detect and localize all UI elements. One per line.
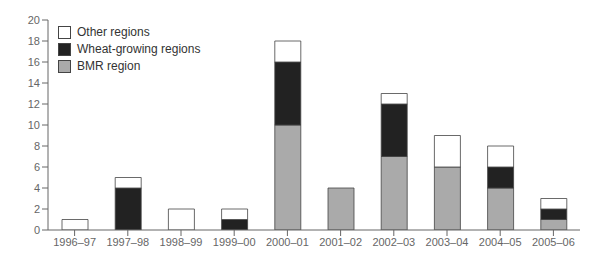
svg-text:8: 8 — [34, 140, 40, 152]
svg-text:1999–00: 1999–00 — [213, 236, 256, 248]
svg-text:12: 12 — [28, 98, 40, 110]
svg-text:0: 0 — [34, 224, 40, 236]
svg-text:18: 18 — [28, 35, 40, 47]
svg-text:14: 14 — [28, 77, 40, 89]
html-text:Wheat-growing regions: Wheat-growing regions — [77, 42, 201, 56]
svg-text:2005–06: 2005–06 — [532, 236, 575, 248]
svg-text:10: 10 — [28, 119, 40, 131]
svg-text:2001–02: 2001–02 — [319, 236, 362, 248]
html-text:Other regions: Other regions — [77, 25, 150, 39]
svg-text:6: 6 — [34, 161, 40, 173]
svg-text:4: 4 — [34, 182, 40, 194]
svg-text:2000–01: 2000–01 — [266, 236, 309, 248]
svg-text:2: 2 — [34, 203, 40, 215]
svg-text:1996–97: 1996–97 — [53, 236, 96, 248]
svg-text:16: 16 — [28, 56, 40, 68]
html-text:BMR region: BMR region — [77, 59, 141, 73]
svg-text:2003–04: 2003–04 — [426, 236, 469, 248]
svg-text:1998–99: 1998–99 — [160, 236, 203, 248]
svg-text:2004–05: 2004–05 — [479, 236, 522, 248]
svg-text:2002–03: 2002–03 — [372, 236, 415, 248]
svg-text:20: 20 — [28, 14, 40, 26]
svg-text:1997–98: 1997–98 — [106, 236, 149, 248]
